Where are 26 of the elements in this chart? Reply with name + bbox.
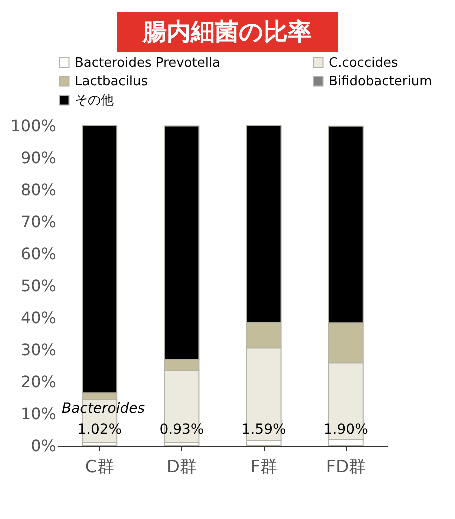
x-tick-label: D群 xyxy=(166,458,197,478)
legend-label: Lactbacilus xyxy=(75,74,148,90)
data-label: 1.90% xyxy=(324,422,368,438)
y-tick-label: 40% xyxy=(20,308,56,328)
y-tick-label: 100% xyxy=(10,116,56,136)
legend-label: C.coccides xyxy=(329,56,398,71)
x-tick-label: FD群 xyxy=(326,458,366,478)
legend-label: Bacteroides Prevotella xyxy=(75,56,221,71)
data-label: 1.59% xyxy=(242,422,286,438)
y-tick-label: 0% xyxy=(31,436,56,456)
y-tick-label: 90% xyxy=(20,148,56,168)
y-tick-label: 50% xyxy=(20,276,56,296)
chart-title: 腸内細菌の比率 xyxy=(117,12,338,52)
annotation: Bacteroides xyxy=(62,401,145,417)
y-tick-label: 60% xyxy=(20,244,56,264)
legend-label: Bifidobacterium xyxy=(329,74,432,90)
y-tick-label: 10% xyxy=(20,404,56,424)
data-label: 1.02% xyxy=(78,422,122,438)
x-tick-label: C群 xyxy=(85,458,114,478)
y-tick-label: 20% xyxy=(20,372,56,392)
legend-label: その他 xyxy=(75,94,114,108)
x-tick-label: F群 xyxy=(250,458,278,478)
data-label: 0.93% xyxy=(160,422,204,438)
y-tick-label: 70% xyxy=(20,212,56,232)
y-tick-label: 80% xyxy=(20,180,56,200)
y-tick-label: 30% xyxy=(20,340,56,360)
